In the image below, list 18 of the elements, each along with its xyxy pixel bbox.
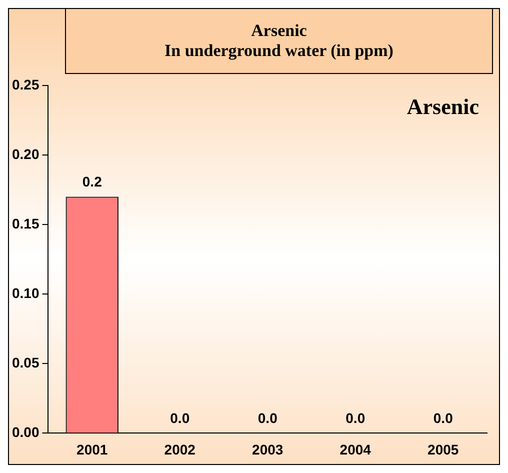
y-tick-label: 0.10 (12, 284, 40, 301)
x-tick-label: 2002 (164, 441, 196, 458)
data-label: 0.0 (433, 410, 454, 426)
y-tick-label: 0.05 (12, 354, 40, 370)
x-tick-label: 2001 (76, 441, 108, 458)
annotation: Arsenic (406, 94, 480, 120)
data-label: 0.2 (82, 174, 102, 190)
y-tick-label: 0.15 (12, 215, 40, 232)
data-label: 0.0 (170, 410, 190, 426)
data-label: 0.0 (258, 410, 278, 426)
data-label: 0.0 (346, 410, 366, 426)
y-tick-label: 0.20 (12, 146, 40, 162)
y-tick-label: 0.00 (12, 424, 40, 440)
x-tick-label: 2005 (428, 441, 459, 458)
x-tick-label: 2004 (340, 441, 372, 458)
y-tick-label: 0.25 (12, 76, 40, 92)
x-tick-label: 2003 (252, 441, 284, 458)
chart-title: Arsenic In underground water (in ppm) (164, 21, 394, 61)
